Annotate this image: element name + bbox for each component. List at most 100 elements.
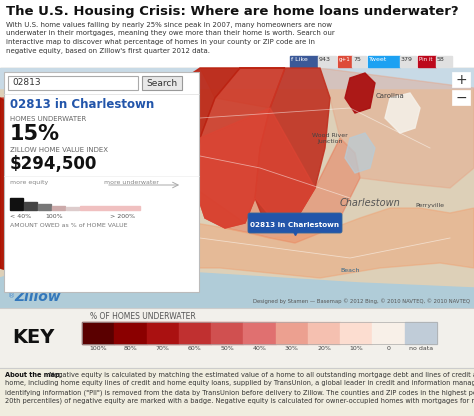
Text: $294,500: $294,500 bbox=[10, 155, 97, 173]
Bar bbox=[0, 68, 474, 308]
Text: 20%: 20% bbox=[317, 346, 331, 351]
Text: Charlestown: Charlestown bbox=[340, 198, 401, 208]
Text: 15%: 15% bbox=[10, 124, 60, 144]
Text: Beach: Beach bbox=[340, 268, 360, 273]
Text: < 40%: < 40% bbox=[10, 214, 31, 219]
Polygon shape bbox=[0, 258, 474, 308]
Polygon shape bbox=[195, 138, 360, 243]
FancyBboxPatch shape bbox=[248, 213, 342, 233]
Polygon shape bbox=[0, 98, 160, 288]
Text: About the map:: About the map: bbox=[5, 372, 63, 378]
Polygon shape bbox=[255, 68, 330, 228]
Bar bbox=[82, 322, 437, 344]
Text: home, including home equity lines of credit and home equity loans, supplied by T: home, including home equity lines of cre… bbox=[5, 381, 474, 386]
Text: identifying information ("PII") is removed from the data by TransUnion before de: identifying information ("PII") is remov… bbox=[5, 389, 474, 396]
Bar bbox=[405, 322, 437, 344]
Text: ®: ® bbox=[8, 293, 15, 299]
Text: The U.S. Housing Crisis: Where are home loans underwater?: The U.S. Housing Crisis: Where are home … bbox=[6, 5, 459, 18]
Bar bbox=[452, 90, 470, 105]
Text: 80%: 80% bbox=[124, 346, 137, 351]
Text: 943: 943 bbox=[319, 57, 331, 62]
Text: 60%: 60% bbox=[188, 346, 202, 351]
Text: Perryville: Perryville bbox=[416, 203, 445, 208]
Bar bbox=[436, 56, 452, 67]
Text: −: − bbox=[455, 91, 467, 104]
Bar bbox=[52, 206, 65, 210]
Text: 40%: 40% bbox=[253, 346, 266, 351]
Polygon shape bbox=[345, 133, 375, 173]
Text: > 200%: > 200% bbox=[110, 214, 135, 219]
Text: more underwater: more underwater bbox=[104, 180, 159, 185]
Text: Search: Search bbox=[146, 79, 178, 87]
Polygon shape bbox=[148, 68, 285, 243]
Bar bbox=[308, 322, 340, 344]
Text: 70%: 70% bbox=[156, 346, 170, 351]
Bar bbox=[142, 76, 182, 90]
Polygon shape bbox=[320, 68, 474, 188]
Text: f Like: f Like bbox=[291, 57, 308, 62]
Text: 50%: 50% bbox=[220, 346, 234, 351]
Text: 100%: 100% bbox=[45, 214, 63, 219]
Bar bbox=[318, 56, 336, 67]
Bar bbox=[340, 322, 373, 344]
Text: With U.S. home values falling by nearly 25% since peak in 2007, many homeowners : With U.S. home values falling by nearly … bbox=[6, 22, 332, 28]
Text: Tweet: Tweet bbox=[369, 57, 387, 62]
Bar bbox=[373, 322, 405, 344]
Text: Wood River
Junction: Wood River Junction bbox=[312, 133, 348, 144]
Polygon shape bbox=[0, 68, 474, 88]
Text: % OF HOMES UNDERWATER: % OF HOMES UNDERWATER bbox=[90, 312, 196, 321]
Text: KEY: KEY bbox=[12, 328, 55, 347]
Text: Designed by Stamen — Basemap © 2012 Bing, © 2010 NAVTEQ, © 2010 NAVTEQ: Designed by Stamen — Basemap © 2012 Bing… bbox=[253, 298, 470, 304]
Text: 30%: 30% bbox=[285, 346, 299, 351]
Polygon shape bbox=[195, 108, 315, 228]
Polygon shape bbox=[200, 68, 285, 108]
Bar bbox=[368, 56, 400, 67]
Bar bbox=[114, 322, 146, 344]
Text: Pin it: Pin it bbox=[419, 57, 432, 62]
Text: ZILLOW HOME VALUE INDEX: ZILLOW HOME VALUE INDEX bbox=[10, 147, 108, 153]
Bar bbox=[38, 204, 51, 210]
Polygon shape bbox=[385, 93, 420, 133]
Text: 0: 0 bbox=[387, 346, 391, 351]
Text: 10%: 10% bbox=[349, 346, 363, 351]
Bar bbox=[24, 202, 37, 210]
Text: interactive map to discover what percentage of homes in your county or ZIP code : interactive map to discover what percent… bbox=[6, 39, 315, 45]
Bar bbox=[4, 72, 199, 292]
Polygon shape bbox=[195, 68, 285, 228]
Bar bbox=[0, 0, 474, 68]
Text: 02813 in Charlestown: 02813 in Charlestown bbox=[250, 222, 339, 228]
Bar bbox=[290, 56, 318, 67]
Text: underwater in their mortgages, meaning they owe more than their home is worth. S: underwater in their mortgages, meaning t… bbox=[6, 30, 335, 37]
Text: 02813 in Charlestown: 02813 in Charlestown bbox=[10, 98, 154, 111]
Bar bbox=[8, 76, 138, 90]
Bar bbox=[352, 56, 366, 67]
Bar bbox=[243, 322, 276, 344]
Text: negative equity, based on Zillow's first quarter 2012 data.: negative equity, based on Zillow's first… bbox=[6, 47, 210, 54]
Polygon shape bbox=[345, 73, 375, 113]
Bar bbox=[146, 322, 179, 344]
Text: HOMES UNDERWATER: HOMES UNDERWATER bbox=[10, 116, 86, 122]
Text: no data: no data bbox=[409, 346, 433, 351]
Bar bbox=[80, 206, 140, 210]
Bar bbox=[10, 198, 23, 210]
Bar bbox=[276, 322, 308, 344]
Polygon shape bbox=[0, 98, 50, 283]
Text: 58: 58 bbox=[437, 57, 445, 62]
Text: 100%: 100% bbox=[89, 346, 107, 351]
Text: 02813: 02813 bbox=[12, 78, 41, 87]
Text: +: + bbox=[455, 72, 467, 87]
Bar bbox=[0, 308, 474, 368]
Bar bbox=[211, 322, 243, 344]
Text: Zillow: Zillow bbox=[14, 290, 61, 304]
Text: 75: 75 bbox=[353, 57, 361, 62]
Bar bbox=[400, 56, 416, 67]
Bar bbox=[66, 207, 79, 210]
Text: Carolina: Carolina bbox=[375, 93, 404, 99]
Text: 20th percentiles) of negative equity are marked with a badge. Negative equity is: 20th percentiles) of negative equity are… bbox=[5, 398, 474, 404]
Bar bbox=[338, 56, 352, 67]
Text: 379: 379 bbox=[401, 57, 413, 62]
Bar bbox=[0, 368, 474, 416]
Text: Negative equity is calculated by matching the estimated value of a home to all o: Negative equity is calculated by matchin… bbox=[47, 372, 474, 378]
Text: more equity: more equity bbox=[10, 180, 48, 185]
Bar bbox=[452, 72, 470, 87]
